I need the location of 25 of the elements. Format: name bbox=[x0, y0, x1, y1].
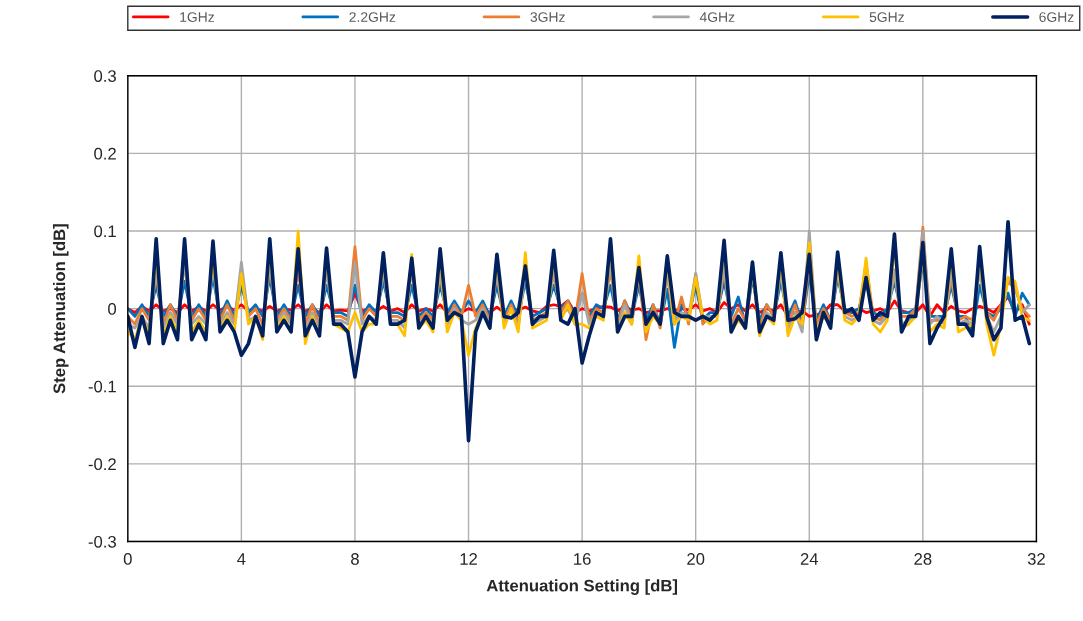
x-tick-label: 24 bbox=[800, 553, 819, 565]
x-tick-label: 4 bbox=[237, 553, 246, 565]
legend-label: 2.2GHz bbox=[349, 12, 396, 22]
y-tick-label: 0.3 bbox=[94, 70, 116, 82]
x-tick-label: 32 bbox=[1027, 553, 1045, 565]
legend-label: 5GHz bbox=[869, 12, 904, 22]
x-tick-label: 12 bbox=[460, 553, 477, 565]
y-tick-label: -0.1 bbox=[88, 380, 116, 393]
x-tick-label: 0 bbox=[123, 553, 132, 565]
x-tick-label: 20 bbox=[687, 553, 705, 565]
line-series bbox=[127, 219, 1032, 443]
y-tick-label: 0.1 bbox=[94, 225, 116, 238]
y-axis-title: Step Attenuation [dB] bbox=[52, 224, 69, 394]
y-tick-label: -0.3 bbox=[88, 535, 116, 548]
x-tick-label: 28 bbox=[914, 553, 932, 565]
y-tick-label: -0.2 bbox=[88, 458, 116, 471]
y-tick-label: 0.2 bbox=[94, 147, 116, 160]
y-tick-label: 0 bbox=[108, 303, 117, 315]
legend-label: 3GHz bbox=[530, 12, 565, 22]
x-tick-label: 8 bbox=[351, 553, 359, 565]
legend-label: 4GHz bbox=[699, 12, 735, 22]
legend-label: 1GHz bbox=[180, 12, 214, 22]
x-axis-title: Attenuation Setting [dB] bbox=[486, 579, 677, 595]
x-tick-label: 16 bbox=[574, 553, 591, 565]
legend-label: 6GHz bbox=[1039, 12, 1074, 22]
